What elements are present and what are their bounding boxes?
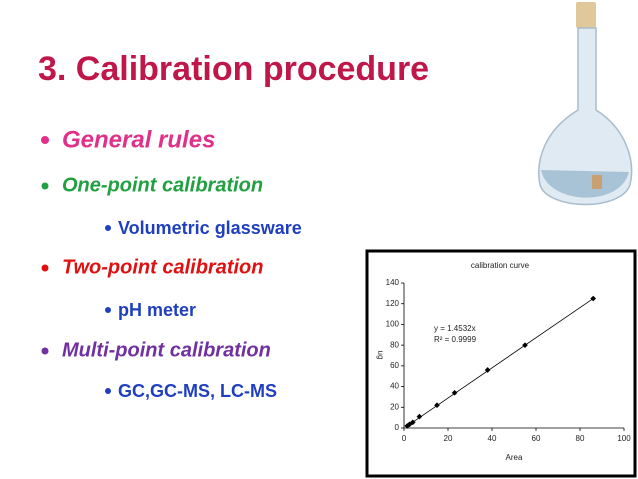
bullet-text: One-point calibration xyxy=(62,174,263,196)
bullet-text: GC,GC-MS, LC-MS xyxy=(118,381,277,401)
bullet-text: pH meter xyxy=(118,300,196,320)
bullet-list: General rules One-point calibration Volu… xyxy=(41,126,302,401)
y-tick-label: 40 xyxy=(390,382,399,391)
data-point xyxy=(522,342,528,348)
bullet-text: Volumetric glassware xyxy=(118,218,302,238)
y-tick-label: 120 xyxy=(386,299,400,308)
data-point xyxy=(590,295,597,302)
y-tick-label: 140 xyxy=(386,278,400,287)
flask-image xyxy=(538,2,633,206)
x-tick-label: 80 xyxy=(576,434,585,443)
y-tick-label: 80 xyxy=(390,340,399,349)
y-tick-label: 20 xyxy=(390,402,399,411)
x-tick-label: 40 xyxy=(488,434,497,443)
x-tick-label: 100 xyxy=(617,434,631,443)
x-tick-label: 0 xyxy=(402,434,407,443)
annotation: y = 1.4532x xyxy=(434,324,476,333)
x-axis-label: Area xyxy=(506,453,523,462)
x-tick-label: 20 xyxy=(444,434,453,443)
y-tick-label: 0 xyxy=(395,423,400,432)
chart: calibration curve Area ug y = 1.4532x R²… xyxy=(365,249,637,478)
bullet-text: Two-point calibration xyxy=(62,256,263,278)
x-tick-label: 60 xyxy=(532,434,541,443)
slide-title: 3. Calibration procedure xyxy=(38,50,429,88)
data-point xyxy=(409,419,416,426)
chart-frame xyxy=(365,249,637,478)
y-tick-label: 100 xyxy=(386,320,400,329)
bullet-text: General rules xyxy=(62,126,215,153)
chart-title: calibration curve xyxy=(471,261,530,270)
y-tick-label: 60 xyxy=(390,361,399,370)
y-axis-label: ug xyxy=(376,351,385,360)
data-point xyxy=(434,402,440,409)
data-point xyxy=(484,367,491,373)
bullet-text: Multi-point calibration xyxy=(62,339,271,361)
annotation: R² = 0.9999 xyxy=(434,335,477,344)
data-point xyxy=(451,389,458,396)
data-point xyxy=(416,413,423,420)
